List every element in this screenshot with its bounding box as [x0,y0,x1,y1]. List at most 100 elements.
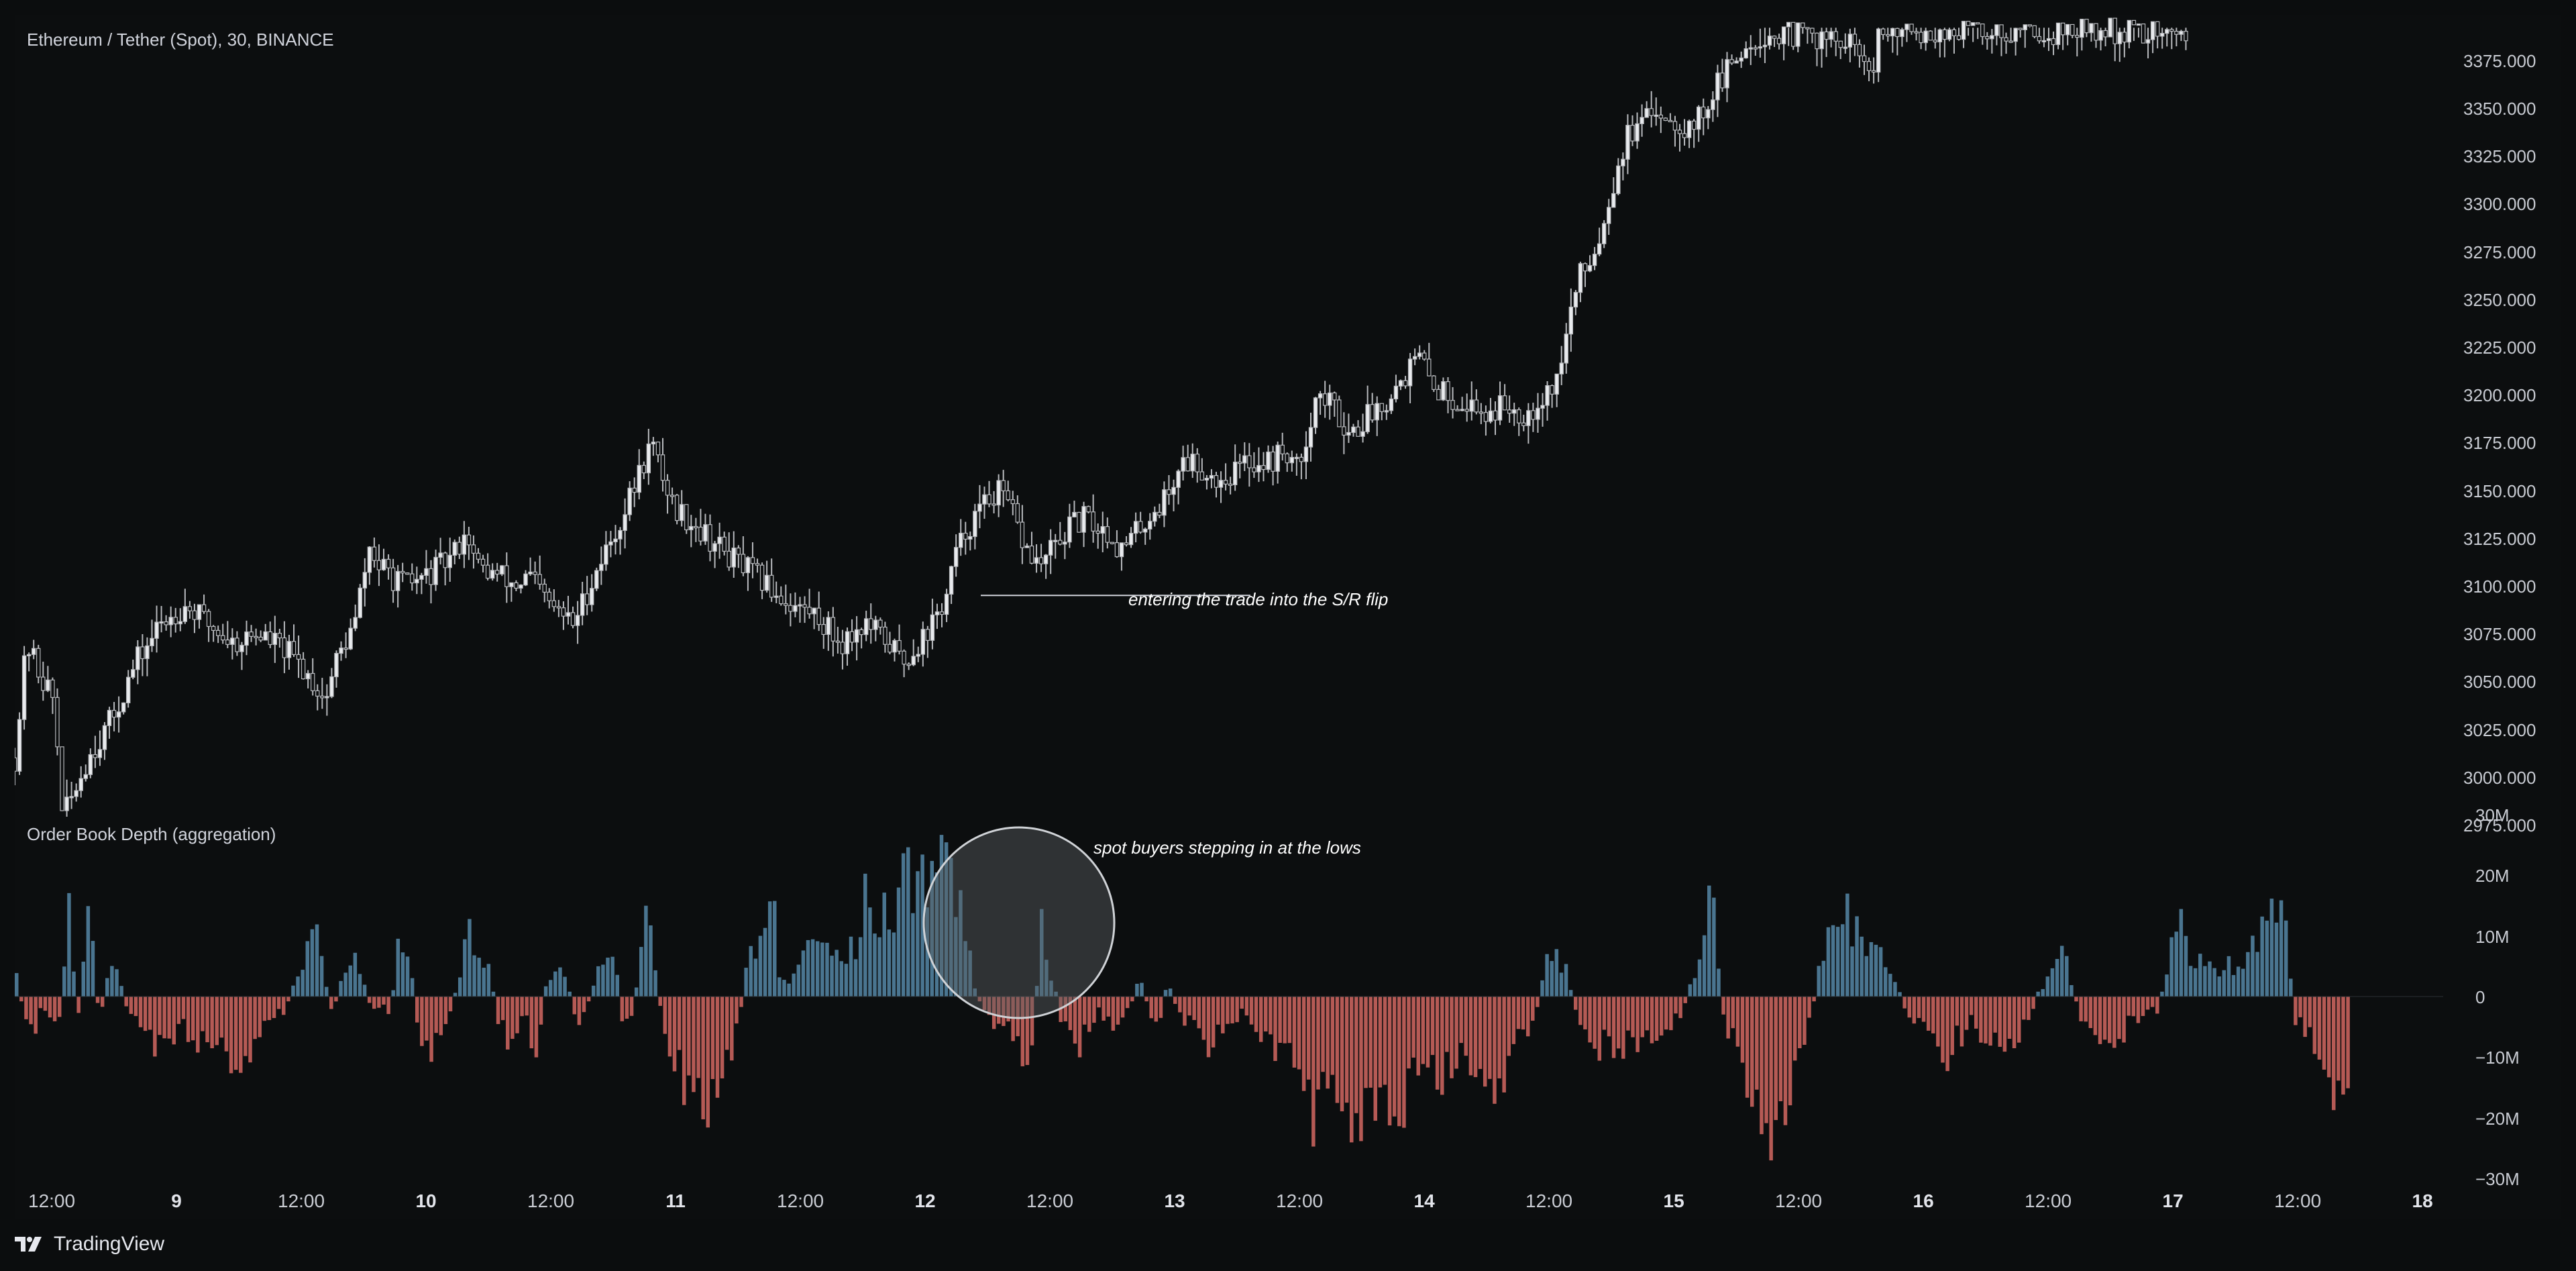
depth-bar [286,996,290,1002]
candle [873,615,878,642]
x-day-label: 14 [1413,1190,1435,1211]
depth-bar [2269,899,2274,997]
candle-body [1999,24,2004,38]
candle [1796,22,1801,52]
candle [741,536,746,576]
candle-body [1294,456,1299,460]
candle-body [1446,381,1450,401]
candle [1256,447,1261,482]
candle [443,552,447,586]
candle [1536,393,1540,433]
candle-body [1171,487,1176,495]
depth-bar [362,984,367,997]
depth-bar [968,950,972,997]
candle-body [1838,40,1843,48]
depth-bar [1717,968,1721,997]
depth-bar [24,996,28,1019]
candle [2112,17,2117,62]
candle [466,526,472,560]
candle [669,487,675,505]
candle [1919,28,1923,50]
candle-body [835,640,841,643]
depth-bar [1783,996,1788,1125]
candle-body [1209,474,1214,479]
candle [1356,420,1360,437]
depth-bar [1764,996,1768,1123]
candle-body [1271,451,1275,472]
candle [991,491,996,514]
candle [784,584,788,615]
candle [1299,453,1304,480]
candle-body [26,654,32,656]
candle-body [2075,35,2080,38]
candle [835,627,841,654]
depth-bar [1831,925,1835,997]
chart-canvas[interactable] [15,15,2561,1219]
candle-body [131,669,136,678]
depth-bar [1221,996,1225,1033]
x-day-label: 15 [1663,1190,1684,1211]
candle-body [1601,223,1607,244]
depth-bar [2174,931,2178,997]
candle [339,641,343,661]
depth-bar [1383,996,1387,1085]
candle [1630,115,1635,146]
depth-bar [1440,996,1444,1095]
depth-bar [1988,996,1992,1046]
candle-body [1360,431,1365,437]
candle-body [1550,385,1554,395]
price-tick-label: 3050.000 [2463,672,2536,693]
candle [201,594,207,614]
candle-body [504,565,509,587]
candle [64,779,69,817]
candle-body [1398,380,1403,387]
candle [575,601,580,644]
depth-bar [1531,996,1535,1021]
candle-body [353,617,358,629]
candle-body [500,565,504,575]
depth-bar [963,941,967,997]
candle-body [542,583,547,593]
price-tick-label: 3325.000 [2463,146,2536,167]
depth-tick-label: 30M [2475,805,2510,825]
candle-body [343,647,348,650]
depth-bar [720,996,724,1078]
candle-body [712,543,717,552]
depth-bar [2169,937,2174,997]
candle-body [1261,465,1266,470]
candle-body [528,571,533,574]
depth-bar [892,932,896,997]
depth-bar [663,996,667,1034]
depth-bar [1006,996,1010,1022]
x-day-label: 10 [415,1190,437,1211]
depth-bar [1635,996,1640,1052]
sr-flip-annotation[interactable]: entering the trade into the S/R flip [1128,589,1389,609]
candle-body [311,672,315,691]
candle [533,561,537,584]
spot-buyers-annotation[interactable]: spot buyers stepping in at the lows [1093,837,1361,858]
candle-body [1365,404,1370,432]
candle [1275,441,1280,484]
candle [249,625,254,642]
depth-bar [1850,946,1854,997]
depth-bar [873,933,877,997]
candle [2174,28,2179,47]
depth-bar [329,996,333,1009]
candle [78,766,83,798]
candle-body [2023,24,2027,30]
depth-bar [692,996,696,1092]
depth-bar [1993,996,1997,1033]
depth-bar [1116,996,1120,1025]
candle-body [197,604,202,620]
candle [457,536,462,560]
candle [395,564,400,608]
candle [1271,446,1275,486]
candle-body [2145,39,2151,44]
candle-body [1512,409,1517,414]
candle-body [1985,36,1990,40]
candle-body [2094,23,2098,41]
candle [2080,18,2084,51]
candle-body [991,503,996,506]
tradingview-logo[interactable]: TradingView [15,1233,164,1256]
depth-bar [1926,996,1931,1031]
